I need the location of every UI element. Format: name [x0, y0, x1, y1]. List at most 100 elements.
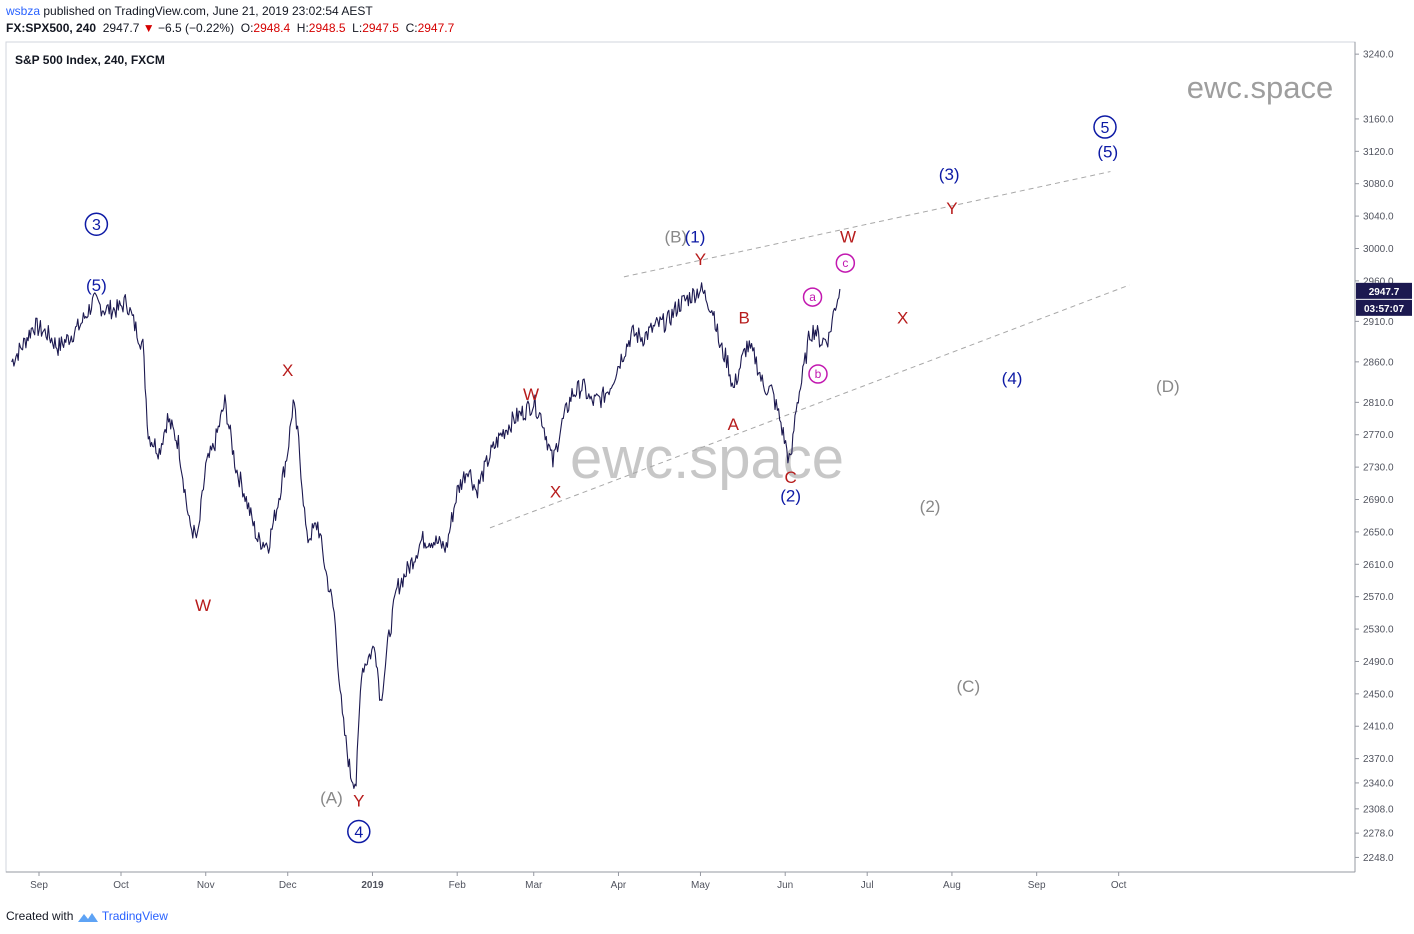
time-tick-label: Feb — [449, 880, 467, 891]
time-tick-label: Jun — [777, 880, 793, 891]
wave-label: 4 — [347, 819, 371, 844]
wave-label-text: Y — [695, 250, 706, 269]
wave-label: A — [728, 415, 740, 434]
price-tick-label: 3120.0 — [1363, 147, 1394, 158]
wave-label-text: X — [897, 308, 908, 327]
price-tick-label: 2610.0 — [1363, 560, 1394, 571]
wave-label: W — [840, 227, 856, 246]
time-tick-label: Sep — [1028, 880, 1046, 891]
plot-area[interactable] — [5, 41, 1356, 873]
price-tick-label: 3160.0 — [1363, 114, 1394, 125]
wave-label: b — [808, 364, 828, 384]
wave-label: X — [897, 308, 908, 327]
chart-footer: Created with TradingView — [0, 904, 1414, 934]
price-tick-label: 3080.0 — [1363, 179, 1394, 190]
trendline[interactable] — [623, 171, 1111, 278]
wave-label-text: 4 — [354, 825, 363, 842]
wave-label: (5) — [86, 276, 107, 295]
wave-label: 3 — [84, 212, 109, 236]
time-tick-label: Jul — [861, 880, 874, 891]
wave-label: (C) — [957, 677, 981, 696]
price-tick-label: 2248.0 — [1363, 853, 1394, 864]
wave-label: (5) — [1097, 142, 1118, 161]
wave-label-text: W — [840, 227, 856, 246]
wave-label-text: W — [523, 385, 539, 404]
time-tick-label: Nov — [197, 880, 215, 891]
wave-label: Y — [353, 792, 364, 811]
close-label: C: — [405, 21, 418, 35]
wave-label-text: Y — [353, 792, 364, 811]
wave-label-text: (D) — [1156, 377, 1180, 396]
wave-label-circle — [1093, 115, 1117, 139]
price-tick-label: 2810.0 — [1363, 398, 1394, 409]
wave-label-circle — [347, 819, 371, 844]
wave-label-text: b — [815, 367, 822, 381]
time-tick-label: Sep — [30, 880, 48, 891]
wave-label-text: B — [739, 308, 750, 327]
wave-label-text: (2) — [920, 497, 941, 516]
published-text: published on TradingView.com, June 21, 2… — [40, 4, 373, 18]
countdown-tag — [1356, 299, 1412, 316]
price-tick-label: 2860.0 — [1363, 357, 1394, 368]
wave-label-circle — [84, 212, 109, 236]
publish-info: wsbza published on TradingView.com, June… — [6, 4, 373, 18]
watermark-top: ewc.space — [1187, 70, 1333, 105]
author-link[interactable]: wsbza — [6, 4, 41, 18]
wave-label-text: A — [728, 415, 740, 434]
wave-label: (1) — [685, 227, 706, 246]
price-tick-label: 2770.0 — [1363, 430, 1394, 441]
open-value: 2948.4 — [253, 21, 291, 35]
countdown-tag-label: 03:57:07 — [1364, 304, 1404, 315]
symbol-label: FX:SPX500, 240 — [6, 21, 97, 35]
price-tick-label: 2340.0 — [1363, 778, 1394, 789]
wave-label-text: 5 — [1101, 120, 1110, 137]
ohlc-legend: FX:SPX500, 240 2947.7 ▼ −6.5 (−0.22%) O:… — [6, 21, 454, 35]
wave-label-text: X — [550, 482, 561, 501]
price-tick-label: 2910.0 — [1363, 317, 1394, 328]
wave-label: Y — [946, 199, 957, 218]
time-tick-label: Mar — [525, 880, 543, 891]
tradingview-link[interactable]: TradingView — [101, 909, 168, 923]
price-tick-label: 2690.0 — [1363, 495, 1394, 506]
wave-label-text: W — [195, 596, 211, 615]
wave-label: (2) — [920, 497, 941, 516]
wave-label-text: X — [282, 361, 293, 380]
wave-label-circle — [835, 253, 856, 273]
down-arrow-icon: ▼ — [142, 21, 155, 35]
wave-label: B — [739, 308, 750, 327]
price-tick-label: 2308.0 — [1363, 804, 1394, 815]
wave-label: (2) — [780, 486, 801, 505]
last-price-tag-label: 2947.7 — [1369, 287, 1400, 298]
created-with: Created with TradingView — [6, 909, 168, 924]
wave-label-text: (4) — [1002, 369, 1023, 388]
time-tick-label: Aug — [943, 880, 961, 891]
wave-label-circle — [808, 364, 828, 384]
price-tick-label: 2410.0 — [1363, 722, 1394, 733]
wave-label: c — [835, 253, 856, 273]
wave-label: 5 — [1093, 115, 1117, 139]
price-tick-label: 2530.0 — [1363, 625, 1394, 636]
wave-label-circle — [802, 287, 823, 307]
price-change: −6.5 (−0.22%) — [158, 21, 235, 35]
chart-header: wsbza published on TradingView.com, June… — [0, 0, 1414, 42]
wave-label-text: (3) — [939, 165, 960, 184]
last-price-tag — [1356, 282, 1412, 299]
close-value: 2947.7 — [417, 21, 455, 35]
time-tick-label: 2019 — [361, 880, 384, 891]
price-tick-label: 2278.0 — [1363, 829, 1394, 840]
time-tick-label: Apr — [611, 880, 627, 891]
last-price: 2947.7 — [102, 21, 140, 35]
wave-label-text: a — [809, 290, 816, 304]
wave-label: (4) — [1002, 369, 1023, 388]
wave-label-text: (5) — [1097, 142, 1118, 161]
wave-label-text: c — [842, 256, 848, 270]
trendline[interactable] — [489, 284, 1130, 529]
price-tick-label: 2960.0 — [1363, 276, 1394, 287]
price-series-line[interactable] — [11, 282, 841, 789]
time-tick-label: Oct — [1111, 880, 1127, 891]
wave-label: a — [802, 287, 823, 307]
wave-label-text: (C) — [957, 677, 981, 696]
price-tick-label: 3240.0 — [1363, 50, 1394, 61]
wave-label-text: (1) — [685, 227, 706, 246]
